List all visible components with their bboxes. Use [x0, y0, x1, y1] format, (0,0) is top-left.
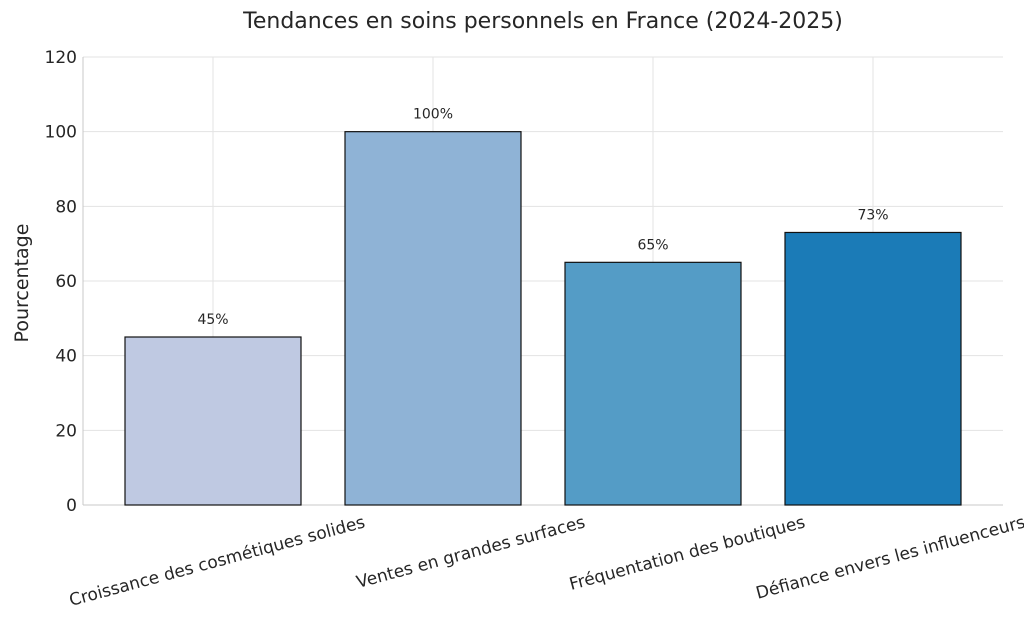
y-tick-label: 20 — [55, 421, 77, 441]
data-label: 73% — [857, 207, 888, 223]
x-tick-label: Ventes en grandes surfaces — [354, 512, 587, 592]
bar — [784, 231, 962, 506]
bars — [124, 131, 962, 506]
y-tick-label: 40 — [55, 347, 77, 367]
data-label: 65% — [637, 237, 668, 253]
y-tick-label: 0 — [66, 496, 77, 516]
y-axis-label: Pourcentage — [11, 224, 33, 343]
y-tick-label: 120 — [45, 48, 77, 68]
y-tick-label: 100 — [45, 123, 77, 143]
bar — [124, 336, 302, 506]
chart-title: Tendances en soins personnels en France … — [242, 9, 843, 34]
y-tick-label: 60 — [55, 272, 77, 292]
y-tick-label: 80 — [55, 197, 77, 217]
x-tick-label: Croissance des cosmétiques solides — [67, 512, 367, 610]
bar — [564, 261, 742, 506]
bar — [344, 131, 522, 506]
data-label: 45% — [197, 312, 228, 328]
data-label: 100% — [413, 107, 453, 123]
